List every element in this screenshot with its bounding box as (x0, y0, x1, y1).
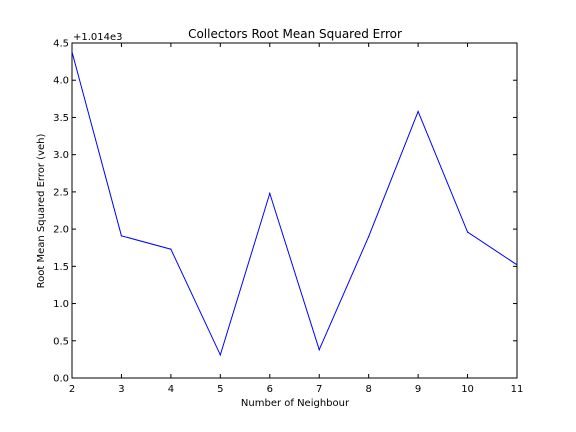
data-point (219, 354, 221, 356)
data-point (71, 51, 73, 53)
x-tick-label: 2 (69, 384, 75, 395)
data-point (120, 235, 123, 237)
chart-title: Collectors Root Mean Squared Error (188, 27, 402, 41)
y-tick-labels: 0.0 0.5 1.0 1.5 2.0 2.5 3.0 3.5 4.0 4.5 (53, 39, 69, 385)
x-tick-label: 10 (461, 384, 474, 395)
x-tick-label: 4 (168, 384, 174, 395)
y-tick-label: 3.0 (53, 150, 69, 161)
y-tick-label: 0.5 (53, 336, 69, 347)
y-offset-label: +1.014e3 (73, 32, 123, 43)
y-tick-label: 2.0 (53, 225, 69, 236)
x-tick-label: 9 (415, 384, 421, 395)
y-tick-label: 4.5 (53, 39, 69, 50)
y-tick-label: 2.5 (53, 187, 69, 198)
x-tick-label: 11 (511, 384, 524, 395)
x-tick-label: 7 (316, 384, 322, 395)
x-axis-label: Number of Neighbour (241, 398, 350, 409)
data-point (516, 264, 518, 266)
y-tick-label: 1.5 (53, 262, 69, 273)
plot-area (71, 42, 518, 379)
y-tick-label: 3.5 (53, 113, 69, 124)
data-point (269, 192, 271, 194)
series-line (71, 51, 518, 357)
x-tick-label: 3 (118, 384, 124, 395)
y-axis-label: Root Mean Squared Error (veh) (36, 134, 47, 289)
x-tick-labels: 2 3 4 5 6 7 8 9 10 11 (69, 384, 524, 395)
data-point (318, 349, 320, 351)
y-tick-label: 0.0 (53, 374, 69, 385)
x-tick-label: 5 (217, 384, 223, 395)
y-tick-label: 4.0 (53, 76, 69, 87)
x-tick-label: 6 (267, 384, 273, 395)
series-group (71, 51, 518, 357)
tick-marks (71, 42, 518, 379)
plot-frame (71, 42, 518, 379)
data-point (466, 231, 469, 233)
data-point (368, 235, 370, 238)
x-tick-label: 8 (365, 384, 371, 395)
y-tick-label: 1.0 (53, 299, 69, 310)
data-point (170, 248, 172, 250)
data-point (417, 110, 419, 113)
